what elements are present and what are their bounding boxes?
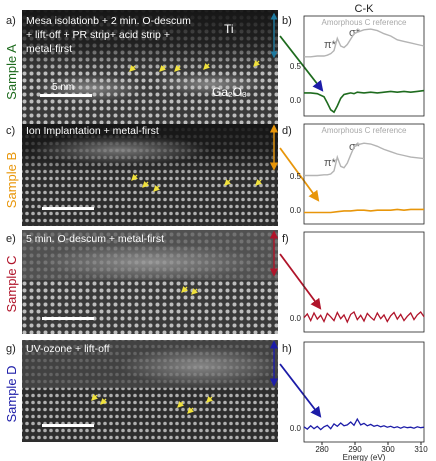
y-tick-label: 0.0 (290, 424, 302, 433)
stem-image (22, 124, 278, 226)
spectrum-panel: Amorphous C reference π* σ* 0.5 0.0 (290, 15, 425, 117)
connector-arrow (279, 147, 320, 202)
stem-image (22, 230, 278, 334)
x-tick-label: 280 (315, 445, 329, 454)
sample-label: Sample B (4, 152, 19, 208)
panel-label: g) (6, 343, 16, 355)
description-line: Ion Implantation + metal-first (26, 125, 159, 137)
scale-bar-label: 5 nm (52, 82, 74, 93)
panel-label: a) (6, 15, 16, 27)
stem-image (22, 10, 278, 124)
reference-label: Amorphous C reference (322, 126, 407, 135)
connector-arrow (279, 253, 322, 310)
panel-label: h) (282, 343, 292, 355)
scale-bar (42, 424, 94, 427)
pi-label: π* (324, 39, 337, 51)
pi-label: π* (324, 157, 337, 169)
panel-label: c) (6, 125, 15, 137)
interface-arrows (131, 174, 262, 192)
description-line: UV-ozone + lift-off (26, 343, 110, 355)
y-tick-label: 0.0 (290, 206, 302, 215)
panel-label: d) (282, 125, 292, 137)
scale-bar (42, 317, 94, 320)
interface-arrows (129, 60, 260, 72)
column-title: C-K (355, 3, 375, 15)
reference-spectrum-line (304, 28, 425, 58)
ga2o3-label: Ga₂O₃ (212, 85, 247, 99)
x-tick-label: 300 (381, 445, 395, 454)
interface-arrows (91, 394, 213, 414)
panel-label: b) (282, 15, 292, 27)
description-line: Mesa isolationb + 2 min. O-descum (26, 15, 191, 27)
panel-label: f) (282, 233, 289, 245)
row-sample-d: Sample D g) UV-ozone + lift-off h) 0.0 (4, 340, 425, 443)
spectrum-panel: 0.0 (290, 231, 425, 333)
row-sample-c: Sample C e) 5 min. O-descum + metal-firs… (4, 230, 425, 334)
x-axis-label: Energy (eV) (343, 453, 386, 461)
y-tick-label: 0.5 (290, 62, 302, 71)
x-tick-label: 310 (414, 445, 428, 454)
row-sample-b: Sample B c) Ion Implantation + metal-fir… (4, 123, 425, 226)
sample-spectrum-line (304, 89, 425, 114)
sample-label: Sample C (4, 255, 19, 312)
reference-label: Amorphous C reference (322, 18, 407, 27)
ti-label: Ti (224, 22, 234, 36)
sample-spectrum-line (304, 208, 424, 214)
stem-image (22, 340, 280, 442)
sample-spectrum-line (303, 417, 425, 431)
description-line: + lift-off + PR strip+ acid strip + (26, 29, 170, 41)
description-line: 5 min. O-descum + metal-first (26, 233, 164, 245)
y-tick-label: 0.0 (290, 314, 302, 323)
scale-bar (40, 94, 92, 97)
row-sample-a: Sample A a) Mesa isolationb + 2 min. O-d… (4, 10, 425, 124)
x-tick-label: 290 (348, 445, 362, 454)
interface-arrows (181, 286, 198, 295)
connector-arrow (279, 363, 322, 418)
spectrum-panel: 0.0 (290, 341, 425, 443)
sample-spectrum-line (303, 310, 425, 324)
y-tick-label: 0.0 (290, 96, 302, 105)
panel-label: e) (6, 233, 16, 245)
y-tick-label: 0.5 (290, 172, 302, 181)
reference-spectrum-line (304, 142, 425, 177)
description-line: metal-first (26, 43, 72, 55)
sample-label: Sample A (4, 44, 19, 100)
sample-label: Sample D (4, 365, 19, 422)
x-axis: 280 290 300 310 Energy (eV) (315, 442, 428, 461)
connector-arrow (279, 35, 324, 92)
scale-bar (42, 207, 94, 210)
spectrum-panel: Amorphous C reference π* σ* 0.5 0.0 (290, 123, 425, 225)
